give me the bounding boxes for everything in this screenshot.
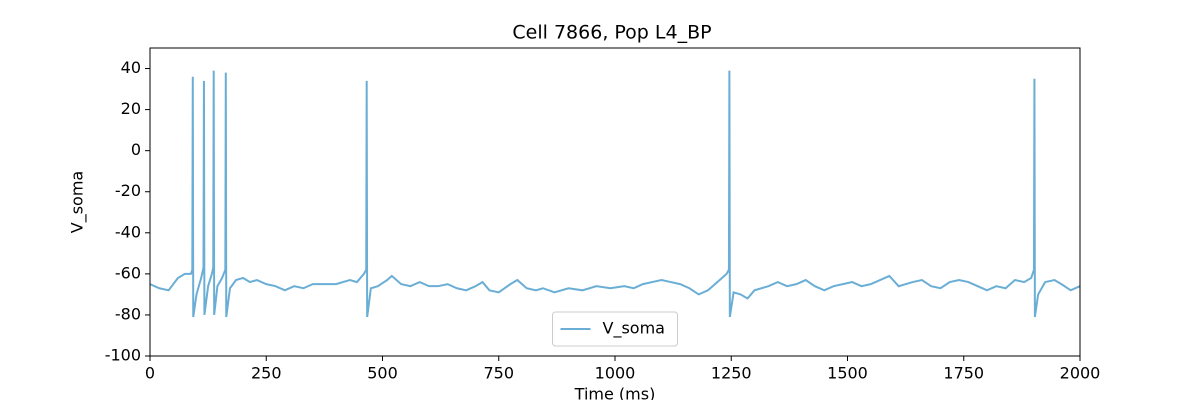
x-tick-label: 1250	[711, 364, 752, 383]
x-tick-label: 1750	[943, 364, 984, 383]
y-tick-label: -20	[115, 181, 141, 200]
chart-title: Cell 7866, Pop L4_BP	[512, 22, 711, 44]
y-tick-label: 40	[121, 58, 141, 77]
data-line	[149, 70, 1081, 318]
legend-box	[552, 311, 678, 347]
y-tick-label: -60	[115, 263, 141, 282]
x-tick-label: 500	[367, 364, 398, 383]
y-tick-label: 20	[121, 99, 141, 118]
plot-frame	[149, 47, 1081, 357]
x-axis-label: Time (ms)	[574, 385, 656, 400]
y-tick-label: -40	[115, 222, 141, 241]
y-axis-label: V_soma	[68, 171, 88, 233]
x-tick-label: 1000	[595, 364, 636, 383]
legend-label: V_soma	[603, 319, 665, 339]
x-tick-label: 250	[251, 364, 282, 383]
x-tick-label: 750	[483, 364, 514, 383]
x-tick-label: 1500	[827, 364, 868, 383]
x-tick-label: 0	[145, 364, 155, 383]
y-tick-label: 0	[131, 140, 141, 159]
y-tick-label: -80	[115, 304, 141, 323]
x-tick-label: 2000	[1060, 364, 1101, 383]
y-tick-label: -100	[105, 346, 141, 365]
